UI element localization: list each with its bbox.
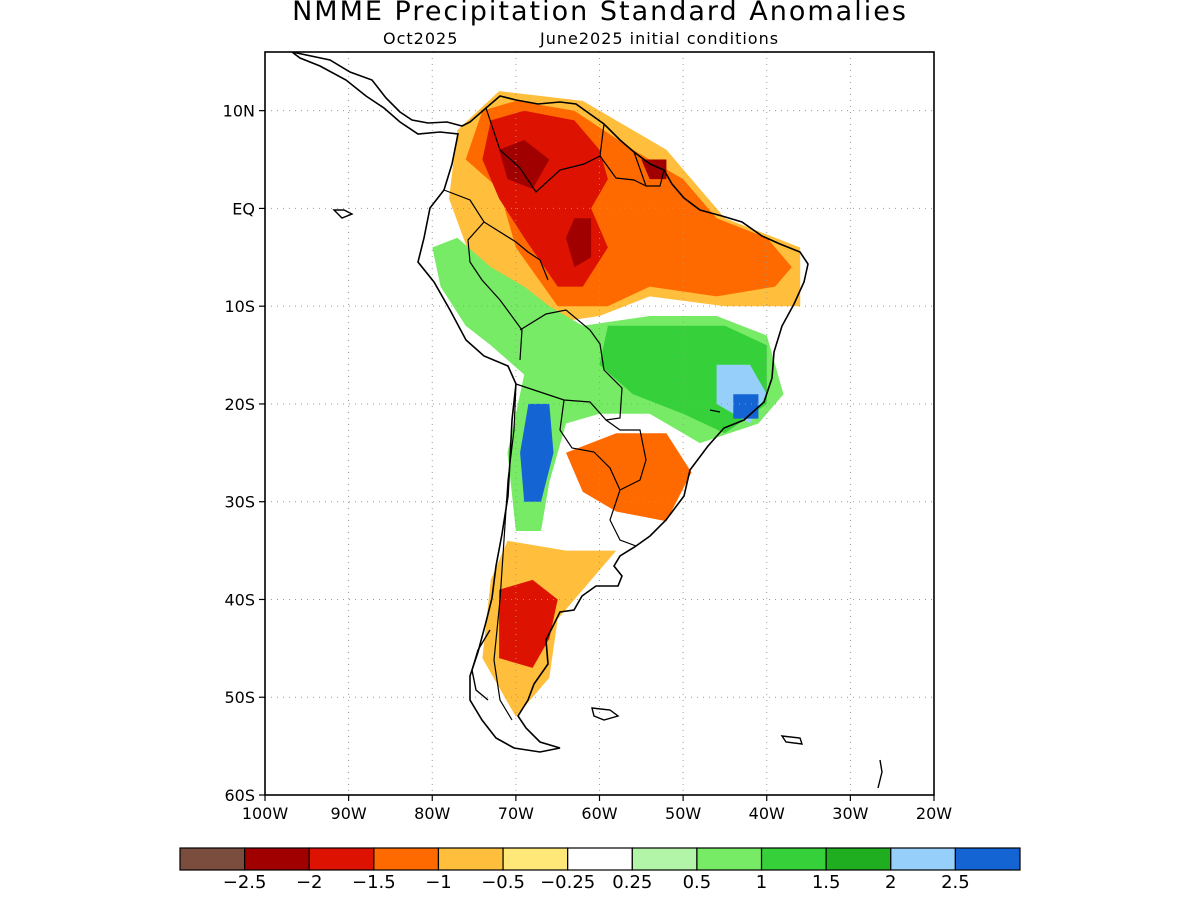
colorbar-swatch [179,847,246,871]
colorbar-label: 1.5 [812,872,841,893]
islands [332,209,883,789]
anomaly-region-5 [641,159,667,180]
colorbar-swatch [502,847,569,871]
longitude-labels: 100W 90W 80W 70W 60W 50W 40W 30W 20W [242,804,952,823]
colorbar-swatch [631,847,698,871]
anomaly-region-9 [733,394,759,419]
lon-tick-label: 30W [832,804,868,823]
colorbar-swatch [437,847,504,871]
colorbar-label: 1 [756,872,767,893]
colorbar-swatch [244,847,310,871]
lat-tick-label: 60S [224,786,255,805]
anomaly-region-6 [432,237,784,532]
lon-tick-label: 100W [242,804,289,823]
forecast-month: Oct2025 [383,29,459,48]
anomaly-region-13 [499,579,558,668]
anomaly-region-10 [520,403,554,502]
colorbar-swatch [890,847,956,871]
lon-tick-label: 60W [581,804,617,823]
colorbar-swatch [567,847,633,871]
colorbar-swatch [954,847,1021,871]
country-borders [443,107,665,721]
colorbar-label: 0.5 [683,872,712,893]
lon-tick-label: 50W [665,804,701,823]
latitude-labels: 10N EQ 10S 20S 30S 40S 50S 60S [223,102,255,805]
map-title: NMME Precipitation Standard Anomalies [292,0,908,27]
colorbar-swatch [308,847,375,871]
lat-tick-label: 50S [224,688,255,707]
colorbar-label: −2 [296,872,323,893]
lat-tick-label: 20S [224,395,255,414]
anomaly-region-11 [566,433,692,522]
colorbar-label: −1.5 [352,872,396,893]
initial-conditions-label: June2025 initial conditions [540,29,780,48]
lon-tick-label: 90W [331,804,367,823]
lat-tick-label: 10S [224,297,255,316]
lat-tick-label: 30S [224,493,255,512]
lon-tick-label: 40W [749,804,785,823]
lat-tick-label: EQ [232,199,255,218]
colorbar: −2.5 −2 −1.5 −1 −0.5 −0.25 0.25 0.5 1 1.5 2 2.5 [179,847,1021,893]
anomaly-region-3 [499,140,550,189]
colorbar-swatch [825,847,892,871]
colorbar-label: −0.25 [540,872,595,893]
lat-tick-label: 10N [223,102,255,121]
coastline-layer [291,52,883,789]
lon-tick-label: 70W [498,804,534,823]
colorbar-swatch [696,847,763,871]
colorbar-label: 0.25 [612,872,652,893]
colorbar-swatch [373,847,440,871]
colorbar-label: 2 [885,872,896,893]
anomaly-region-4 [566,218,592,268]
colorbar-label: −2.5 [223,872,267,893]
lon-tick-label: 20W [916,804,952,823]
south-america-coastline [291,52,809,753]
colorbar-label: −1 [425,872,452,893]
lat-tick-label: 40S [224,590,255,609]
lon-tick-label: 80W [414,804,450,823]
colorbar-label: 2.5 [941,872,970,893]
map-frame [264,51,935,796]
colorbar-label: −0.5 [481,872,525,893]
colorbar-swatch [760,847,827,871]
graticule [259,52,935,801]
